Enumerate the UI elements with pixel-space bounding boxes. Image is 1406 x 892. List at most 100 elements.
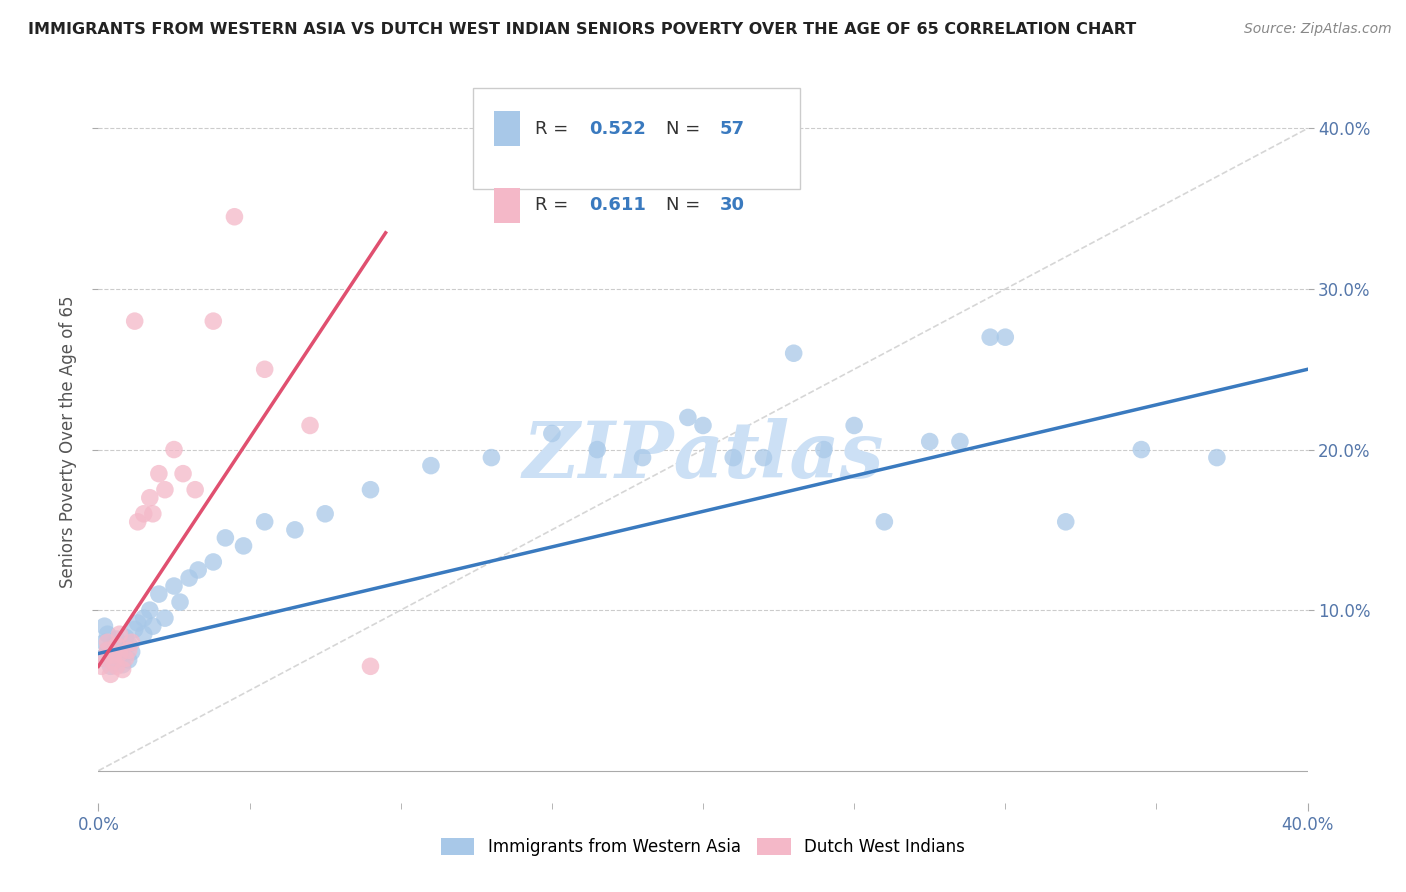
Point: [103, 655, 125, 669]
Point: [127, 515, 149, 529]
Text: ZIP​atlas: ZIP​atlas: [522, 417, 884, 494]
Text: 57: 57: [720, 120, 745, 137]
Point: [114, 631, 136, 645]
Point: [1054, 515, 1077, 529]
Point: [184, 483, 207, 497]
Point: [586, 442, 609, 457]
FancyBboxPatch shape: [494, 112, 520, 146]
Point: [90, 651, 112, 665]
Point: [118, 637, 141, 651]
Point: [232, 539, 254, 553]
Y-axis label: Seniors Poverty Over the Age of 65: Seniors Poverty Over the Age of 65: [59, 295, 77, 588]
Point: [481, 450, 503, 465]
Point: [142, 619, 165, 633]
Point: [540, 426, 562, 441]
Point: [93, 619, 115, 633]
Point: [148, 467, 170, 481]
Point: [163, 579, 186, 593]
Point: [813, 442, 835, 457]
Point: [108, 649, 131, 664]
Point: [284, 523, 307, 537]
Point: [142, 507, 165, 521]
Point: [132, 627, 155, 641]
Point: [118, 653, 141, 667]
Point: [314, 507, 336, 521]
FancyBboxPatch shape: [474, 87, 800, 189]
Point: [105, 632, 128, 646]
Point: [676, 410, 699, 425]
Point: [153, 611, 176, 625]
Point: [93, 635, 115, 649]
Text: N =: N =: [665, 120, 700, 137]
Point: [103, 648, 125, 662]
Point: [631, 450, 654, 465]
Point: [873, 515, 896, 529]
Point: [105, 659, 128, 673]
Point: [949, 434, 972, 449]
Point: [132, 611, 155, 625]
Point: [108, 627, 131, 641]
Point: [172, 467, 194, 481]
Point: [148, 587, 170, 601]
Point: [100, 667, 122, 681]
Point: [202, 314, 225, 328]
Point: [121, 645, 143, 659]
Point: [111, 641, 134, 656]
Point: [187, 563, 209, 577]
Text: R =: R =: [534, 120, 568, 137]
Point: [253, 362, 276, 376]
Text: 0.611: 0.611: [589, 196, 647, 214]
Point: [100, 659, 122, 673]
Legend: Immigrants from Western Asia, Dutch West Indians: Immigrants from Western Asia, Dutch West…: [434, 831, 972, 863]
Point: [752, 450, 775, 465]
Point: [124, 314, 146, 328]
Point: [918, 434, 941, 449]
Point: [163, 442, 186, 457]
Text: 30: 30: [720, 196, 745, 214]
Point: [96, 643, 118, 657]
Point: [90, 659, 112, 673]
Text: Source: ZipAtlas.com: Source: ZipAtlas.com: [1244, 22, 1392, 37]
Text: N =: N =: [665, 196, 700, 214]
Text: IMMIGRANTS FROM WESTERN ASIA VS DUTCH WEST INDIAN SENIORS POVERTY OVER THE AGE O: IMMIGRANTS FROM WESTERN ASIA VS DUTCH WE…: [28, 22, 1136, 37]
Point: [114, 651, 136, 665]
Point: [360, 659, 382, 673]
Point: [124, 623, 146, 637]
Point: [96, 627, 118, 641]
Point: [692, 418, 714, 433]
Point: [105, 639, 128, 653]
Point: [96, 635, 118, 649]
Point: [103, 655, 125, 669]
Point: [132, 507, 155, 521]
Text: 0.522: 0.522: [589, 120, 647, 137]
Point: [139, 603, 162, 617]
Point: [224, 210, 246, 224]
Point: [979, 330, 1001, 344]
Point: [1130, 442, 1153, 457]
Point: [783, 346, 806, 360]
Point: [169, 595, 191, 609]
FancyBboxPatch shape: [494, 188, 520, 223]
Point: [111, 657, 134, 672]
Point: [420, 458, 443, 473]
Point: [127, 615, 149, 630]
Point: [360, 483, 382, 497]
Point: [139, 491, 162, 505]
Point: [214, 531, 236, 545]
Point: [994, 330, 1017, 344]
Text: R =: R =: [534, 196, 568, 214]
Point: [1206, 450, 1229, 465]
Point: [299, 418, 322, 433]
Point: [153, 483, 176, 497]
Point: [93, 651, 115, 665]
Point: [723, 450, 745, 465]
Point: [253, 515, 276, 529]
Point: [111, 663, 134, 677]
Point: [844, 418, 866, 433]
Point: [118, 643, 141, 657]
Point: [103, 639, 125, 653]
Point: [100, 648, 122, 662]
Point: [105, 647, 128, 661]
Point: [121, 635, 143, 649]
Point: [179, 571, 201, 585]
